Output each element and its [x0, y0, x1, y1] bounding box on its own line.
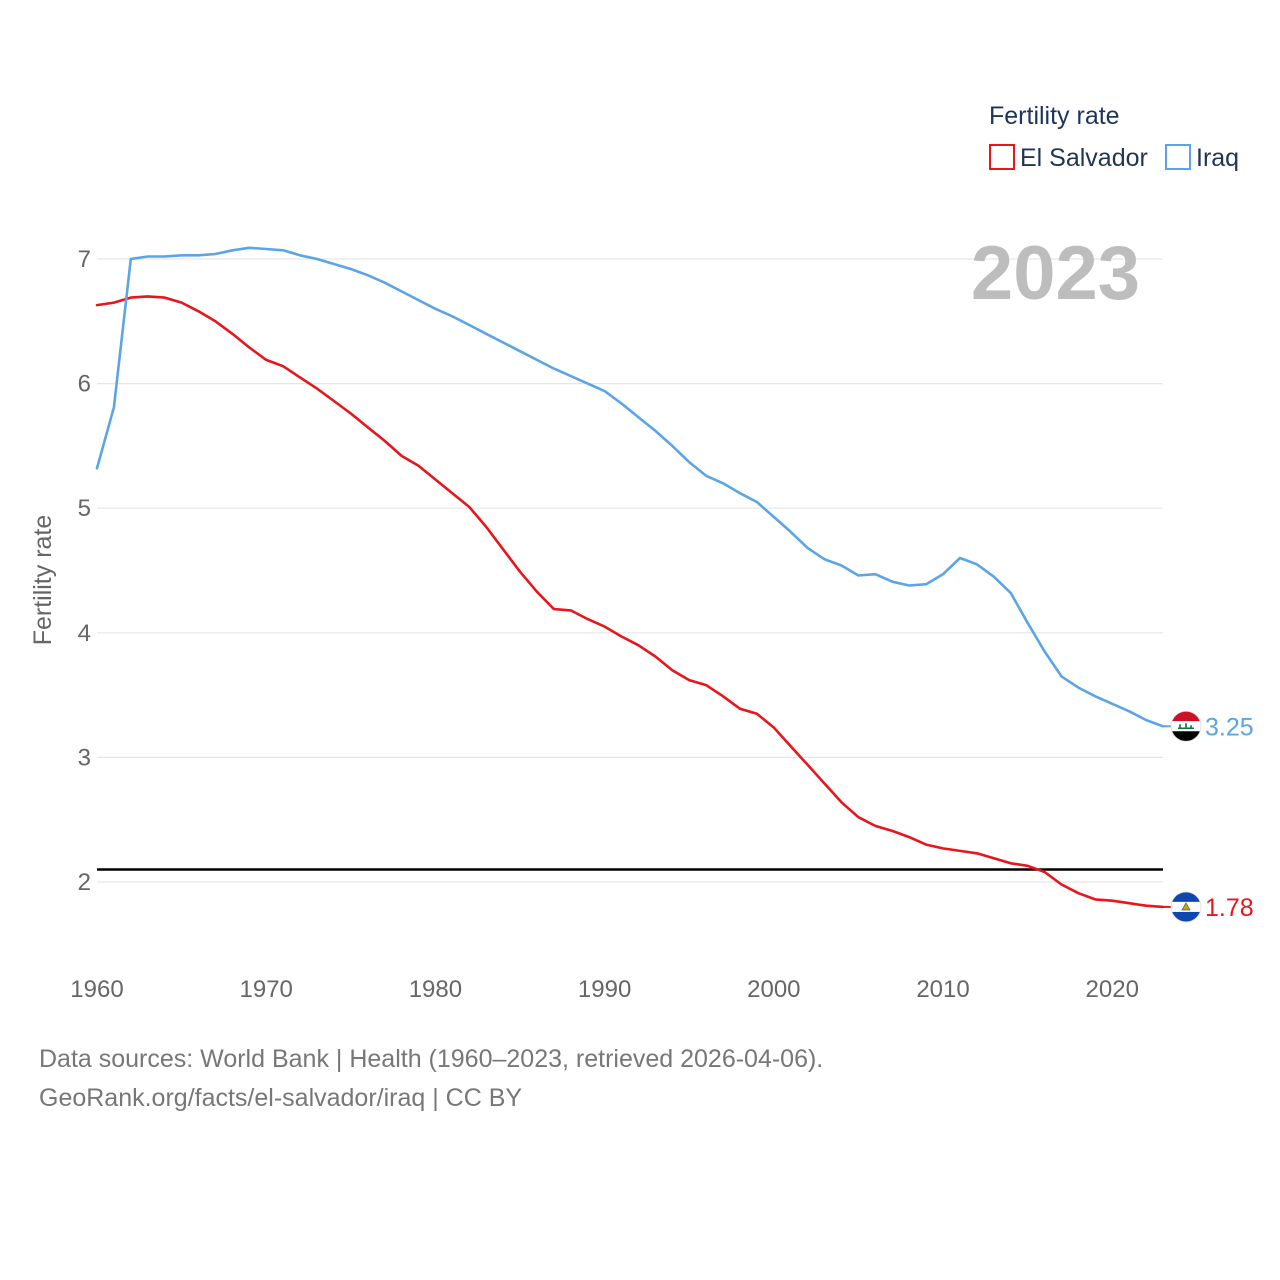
- y-tick-label: 3: [78, 744, 91, 771]
- legend-item-iraq[interactable]: Iraq: [1165, 144, 1239, 172]
- series-lines: [95, 246, 1165, 909]
- y-tick-label: 2: [78, 869, 91, 896]
- x-tick-label: 1970: [240, 976, 293, 1003]
- y-tick-label: 7: [78, 246, 91, 273]
- x-tick-label: 2020: [1086, 976, 1139, 1003]
- iraq-flag-icon: [1170, 710, 1202, 742]
- legend-swatch-iraq: [1165, 144, 1191, 170]
- end-value-label-iraq: 3.25: [1205, 713, 1254, 741]
- end-value-label-el-salvador: 1.78: [1205, 894, 1254, 922]
- end-markers: 1.78 3.25: [1163, 710, 1254, 923]
- legend-item-el-salvador[interactable]: El Salvador: [989, 144, 1148, 172]
- x-tick-label: 2000: [747, 976, 800, 1003]
- series-line-el-salvador: [95, 295, 1165, 909]
- legend-title: Fertility rate: [989, 102, 1120, 130]
- gridlines: [97, 258, 1163, 883]
- y-axis-title: Fertility rate: [29, 515, 57, 646]
- x-tick-label: 1960: [70, 976, 123, 1003]
- legend: Fertility rate El Salvador Iraq: [989, 102, 1239, 172]
- footer-sources: Data sources: World Bank | Health (1960–…: [39, 1045, 824, 1073]
- legend-label-el-salvador: El Salvador: [1020, 144, 1148, 172]
- x-tick-label: 2010: [916, 976, 969, 1003]
- y-tick-label: 6: [78, 371, 91, 398]
- year-label: 2023: [971, 231, 1140, 316]
- legend-swatch-el-salvador: [989, 144, 1015, 170]
- footer-link[interactable]: GeoRank.org/facts/el-salvador/iraq | CC …: [39, 1084, 523, 1112]
- el-salvador-flag-icon: [1170, 891, 1202, 923]
- legend-label-iraq: Iraq: [1196, 144, 1239, 172]
- x-tick-label: 1980: [409, 976, 462, 1003]
- x-tick-label: 1990: [578, 976, 631, 1003]
- y-tick-label: 5: [78, 495, 91, 522]
- series-line-iraq: [95, 246, 1165, 728]
- y-tick-label: 4: [78, 620, 91, 647]
- y-axis-ticks: 2 3 4 5 6 7: [78, 246, 91, 896]
- x-axis-ticks: 1960 1970 1980 1990 2000 2010 2020: [70, 976, 1139, 1003]
